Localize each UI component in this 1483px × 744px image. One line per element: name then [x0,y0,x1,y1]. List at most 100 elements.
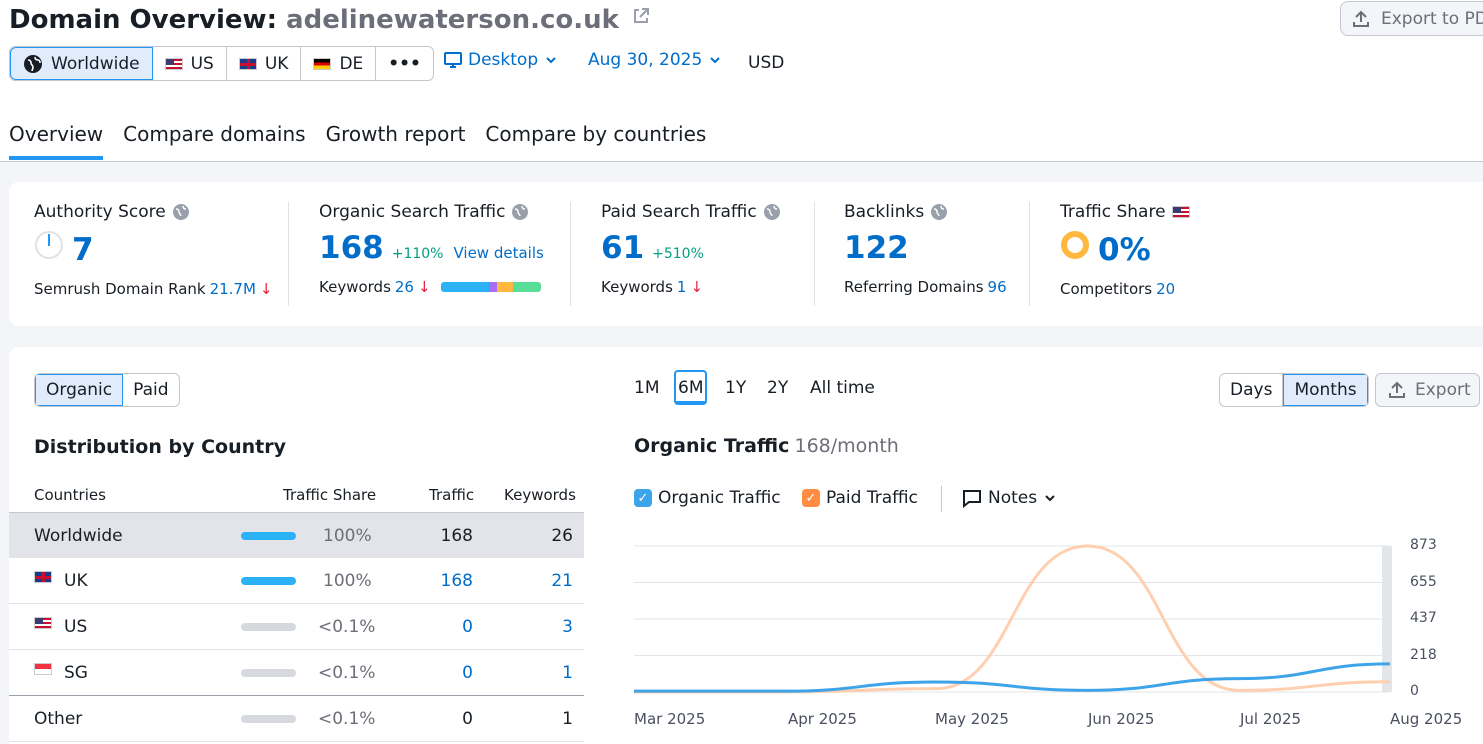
domain-name[interactable]: adelinewaterson.co.uk [286,5,619,35]
traffic-value[interactable]: 168 [440,571,473,591]
competitors-value[interactable]: 20 [1156,280,1176,298]
flag-us-icon [34,617,52,629]
country-name[interactable]: UK [64,571,88,591]
legend-paid-label: Paid Traffic [826,488,918,508]
authority-value[interactable]: 7 [72,232,94,268]
info-globe-icon[interactable] [763,203,781,221]
toggle-months[interactable]: Months [1283,374,1368,406]
paid-value[interactable]: 61 [601,230,645,266]
referring-domains-value[interactable]: 96 [987,278,1007,296]
arrow-down-icon: ↓ [259,280,273,298]
export-label: Export [1415,380,1471,400]
share-value: 100% [323,526,372,546]
domain-rank-label: Semrush Domain Rank [34,280,206,298]
tab-compare-domains[interactable]: Compare domains [123,122,306,146]
info-globe-icon[interactable] [930,203,948,221]
granularity-toggle: Days Months [1219,373,1369,407]
region-de-label: DE [339,53,364,74]
keywords-value[interactable]: 21 [551,571,573,591]
table-row[interactable]: UK 100% 168 21 [9,558,584,604]
paid-keywords-value[interactable]: 1 [676,278,687,296]
date-label: Aug 30, 2025 [588,50,703,70]
external-link-icon[interactable] [632,2,650,32]
region-us[interactable]: US [153,47,227,80]
tab-growth-report[interactable]: Growth report [325,122,466,146]
info-globe-icon[interactable] [172,203,190,221]
backlinks-value[interactable]: 122 [844,230,909,266]
range-2y[interactable]: 2Y [767,378,789,398]
y-tick-label: 218 [1410,647,1437,663]
chart-title: Organic Traffic 168/month [634,435,899,457]
more-regions-button[interactable]: ••• [376,47,433,80]
organic-value[interactable]: 168 [319,230,384,266]
share-bar [241,669,296,677]
date-dropdown[interactable]: Aug 30, 2025 [588,50,722,70]
toggle-organic[interactable]: Organic [35,374,124,406]
domain-rank-value[interactable]: 21.7M [209,280,256,298]
arrow-down-icon: ↓ [690,278,704,296]
divider [288,202,289,306]
toggle-days[interactable]: Days [1220,374,1284,406]
share-bar [241,623,296,631]
flag-uk-icon [238,57,257,70]
keywords-value[interactable]: 3 [562,617,573,637]
upload-icon [1353,10,1369,27]
notes-dropdown[interactable]: Notes [962,488,1057,508]
checkbox-checked-icon[interactable]: ✓ [634,489,652,507]
info-globe-icon[interactable] [511,203,529,221]
export-button[interactable]: Export [1375,373,1480,407]
col-keywords[interactable]: Keywords [504,486,576,504]
table-row[interactable]: Other <0.1% 0 1 [9,696,584,742]
y-tick-label: 655 [1410,574,1437,590]
currency-label: USD [748,53,785,73]
tab-overview[interactable]: Overview [9,122,104,160]
metrics-card: Authority Score 7 Semrush Domain Rank 21… [9,182,1483,326]
flag-us-icon [164,57,183,70]
checkbox-checked-icon[interactable]: ✓ [802,489,820,507]
device-dropdown[interactable]: Desktop [444,50,558,70]
more-icon: ••• [388,53,421,74]
toggle-paid[interactable]: Paid [133,380,169,400]
country-name[interactable]: US [64,617,88,637]
range-1y[interactable]: 1Y [725,378,747,398]
share-bar [241,715,296,723]
traffic-share-value[interactable]: 0% [1098,232,1151,268]
notes-label: Notes [988,488,1038,508]
flag-sg-icon [34,663,52,675]
col-traffic-share[interactable]: Traffic Share [283,486,377,504]
authority-label: Authority Score [34,202,166,222]
region-uk[interactable]: UK [227,47,302,80]
region-worldwide[interactable]: Worldwide [10,47,153,80]
country-name: Worldwide [34,526,123,546]
device-label: Desktop [468,50,539,70]
region-us-label: US [190,53,214,74]
range-6m[interactable]: 6M [674,370,708,405]
range-1m[interactable]: 1M [634,378,660,398]
keywords-value[interactable]: 1 [562,663,573,683]
traffic-share-label: Traffic Share [1060,202,1166,222]
x-tick-label: Mar 2025 [634,710,706,728]
export-pdf-button[interactable]: Export to PD [1340,1,1483,36]
view-details-link[interactable]: View details [453,244,544,262]
title-prefix: Domain Overview: [9,5,277,35]
table-row[interactable]: SG <0.1% 0 1 [9,650,584,696]
traffic-value[interactable]: 0 [462,617,473,637]
legend-organic[interactable]: ✓ Organic Traffic [634,488,781,508]
col-countries[interactable]: Countries [34,486,106,504]
paid-change: +510% [652,246,704,262]
region-de[interactable]: DE [301,47,377,80]
keywords-value: 26 [551,526,573,546]
paid-keywords-label: Keywords [601,278,673,296]
range-all-time[interactable]: All time [810,378,875,398]
series-line-organic-traffic[interactable] [634,662,1391,693]
tab-compare-by-countries[interactable]: Compare by countries [485,122,707,146]
legend-paid[interactable]: ✓ Paid Traffic [802,488,918,508]
x-tick-label: May 2025 [935,710,1009,728]
col-traffic[interactable]: Traffic [429,486,475,504]
table-row[interactable]: US <0.1% 0 3 [9,604,584,650]
organic-keywords-value[interactable]: 26 [394,278,414,296]
table-row[interactable]: Worldwide 100% 168 26 [9,512,584,558]
traffic-value[interactable]: 0 [462,663,473,683]
country-name[interactable]: SG [64,663,88,683]
intent-distribution-bar[interactable] [440,282,541,292]
